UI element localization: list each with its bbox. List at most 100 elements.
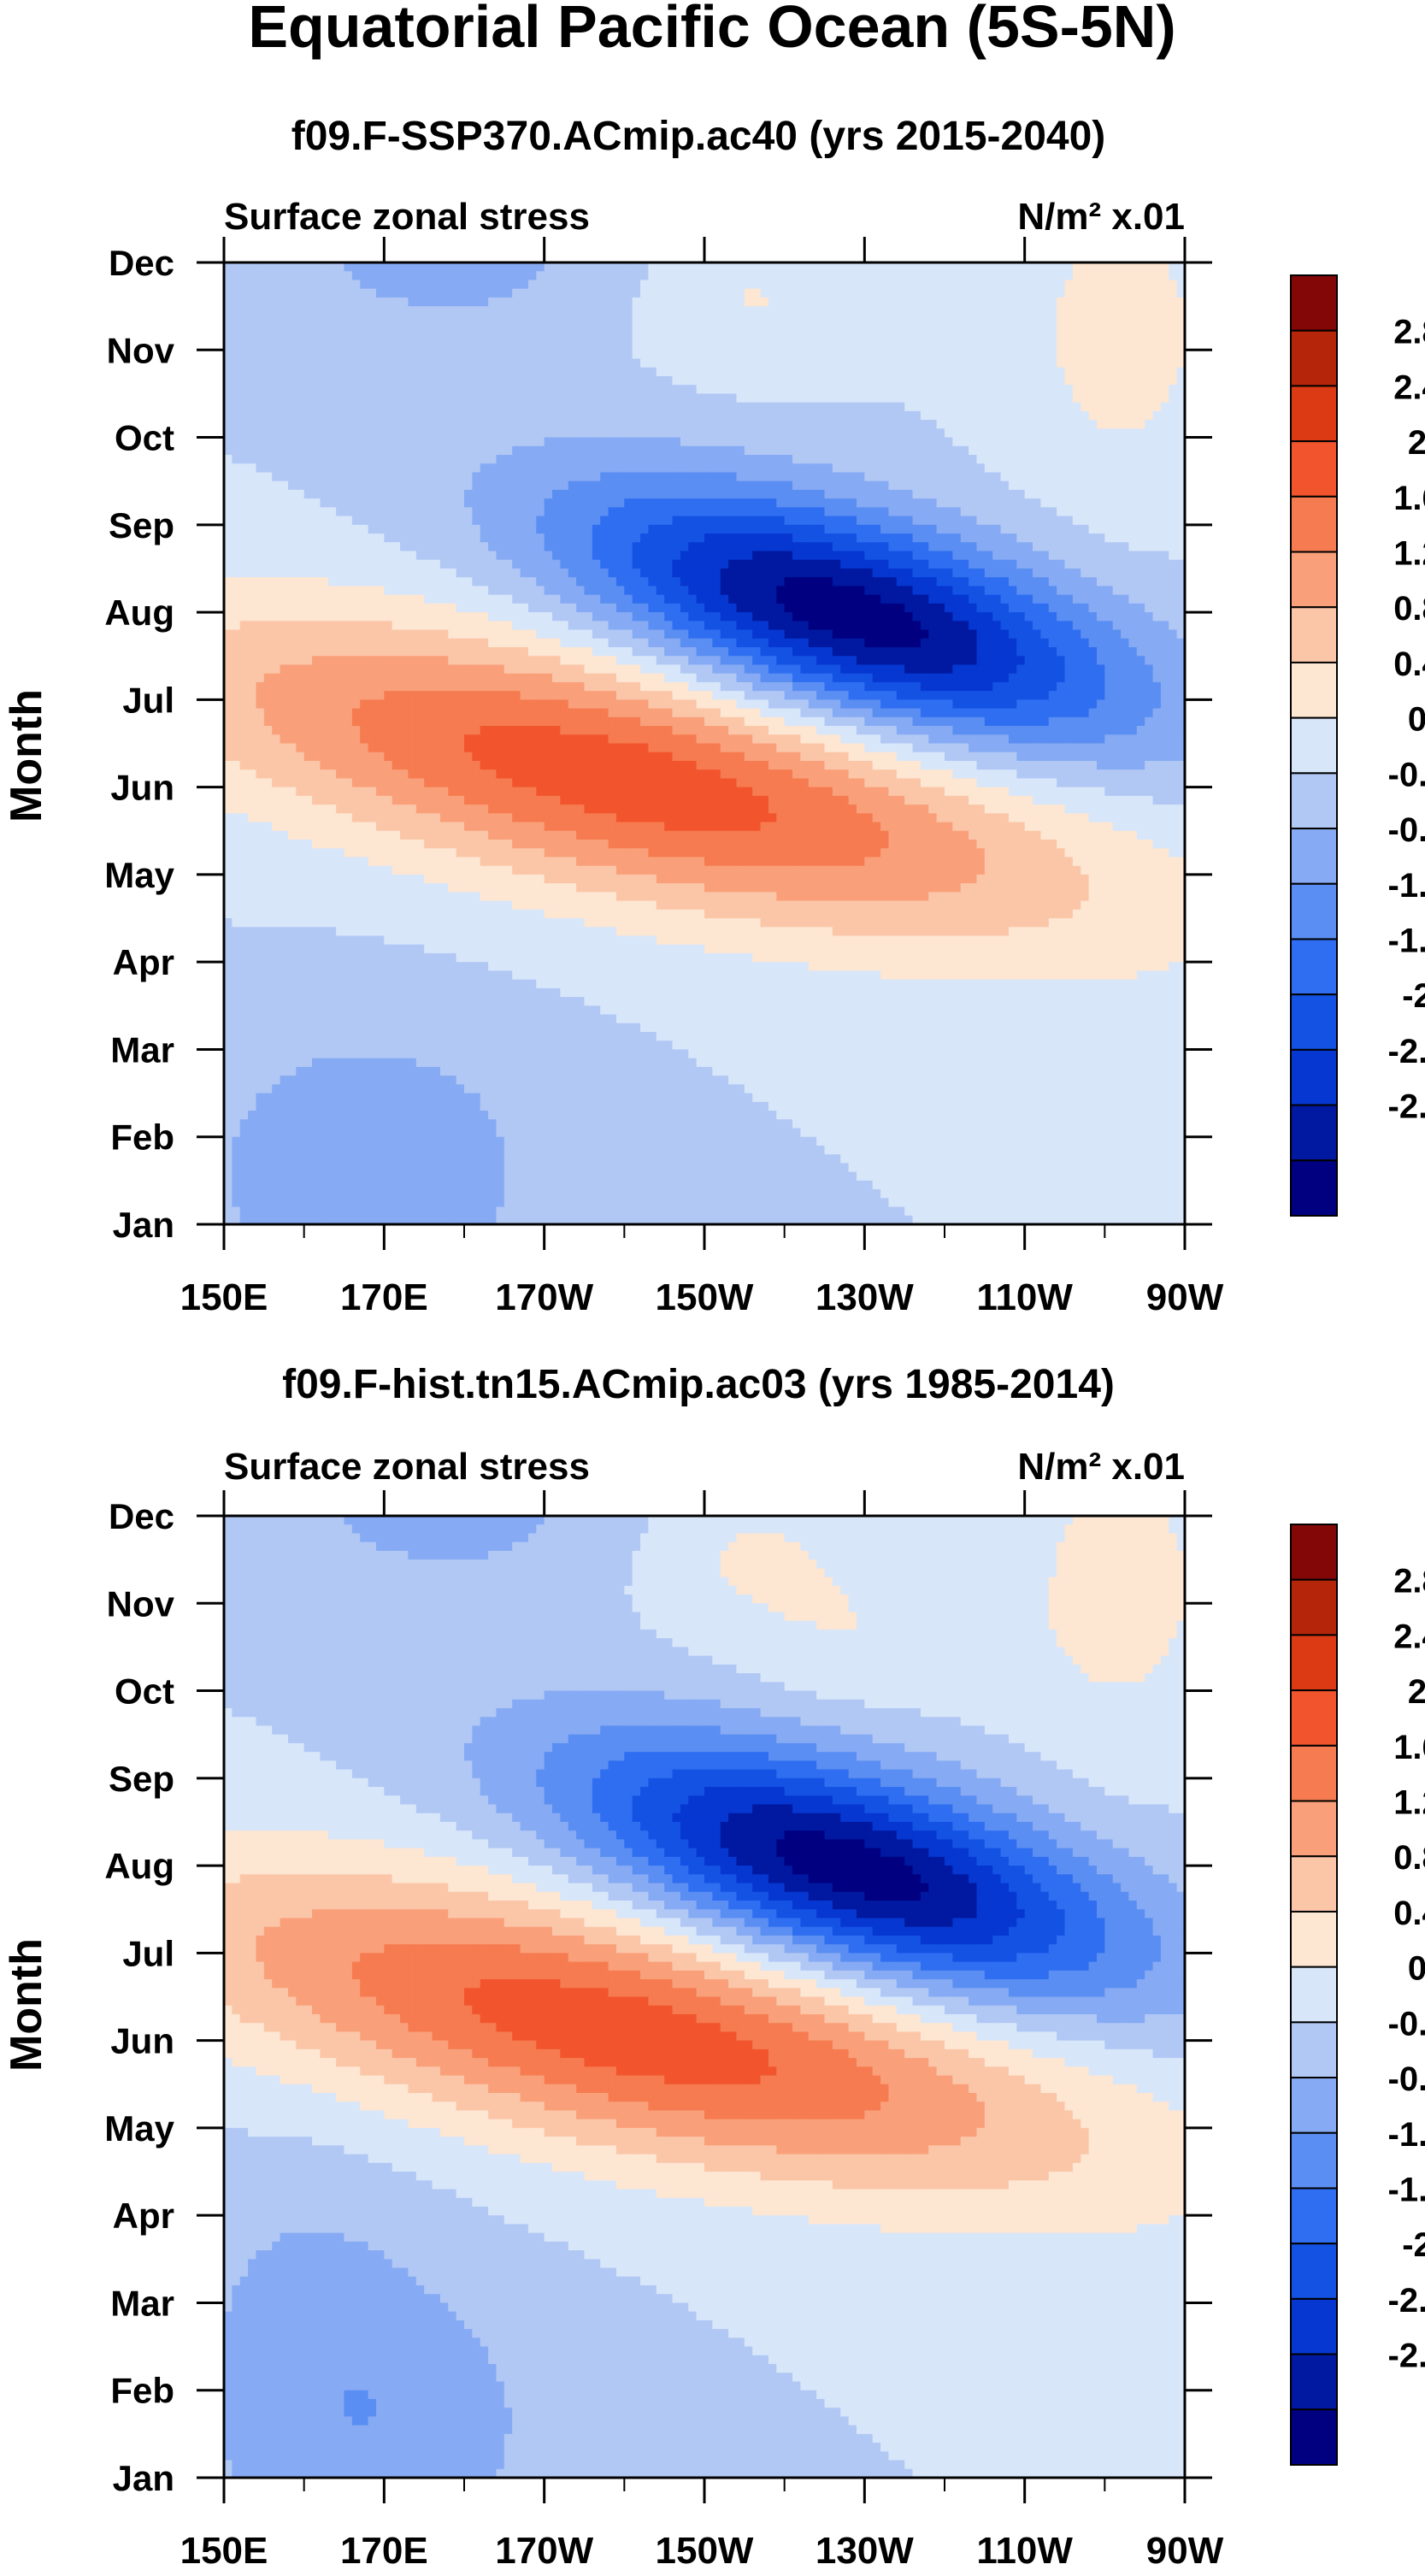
field-cell [320,674,328,683]
field-cell [264,533,273,543]
field-cell [248,1207,256,1217]
field-cell [248,892,256,901]
field-cell [312,796,321,805]
field-cell [232,647,240,657]
field-cell [296,1198,304,1207]
field-cell [304,945,313,954]
field-cell [248,980,256,989]
field-cell [264,848,273,858]
field-cell [264,455,273,464]
field-cell [304,1111,313,1120]
field-cell [312,472,321,481]
field-cell [264,639,273,648]
field-cell [232,769,240,779]
field-cell [272,280,280,289]
field-cell [304,831,313,840]
field-cell [304,813,313,822]
field-cell [248,647,256,657]
field-cell [256,883,264,893]
field-cell [288,1102,297,1111]
field-cell [288,726,297,735]
field-cell [280,1111,289,1120]
field-cell [280,569,289,578]
field-cell [248,1067,256,1076]
field-cell [248,813,256,822]
field-cell [280,962,289,971]
field-cell [240,560,249,569]
field-cell [288,516,297,526]
field-cell [288,289,297,298]
field-cell [272,333,280,342]
field-cell [320,516,328,526]
field-cell [304,769,313,779]
field-cell [320,761,328,770]
field-cell [304,1181,313,1190]
field-cell [320,647,328,657]
field-cell [248,411,256,421]
field-cell [232,463,240,473]
field-cell [288,298,297,307]
field-cell [240,1172,249,1182]
field-cell [304,691,313,700]
field-cell [240,612,249,622]
field-cell [288,1111,297,1120]
field-cell [304,1146,313,1155]
field-cell [256,298,264,307]
field-cell [240,604,249,613]
field-cell [264,744,273,753]
field-cell [248,542,256,551]
field-cell [280,840,289,849]
field-cell [272,1040,280,1050]
field-cell [232,350,240,359]
field-cell [272,306,280,315]
field-cell [240,769,249,779]
field-cell [304,656,313,665]
field-cell [232,438,240,447]
field-cell [304,822,313,832]
field-cell [248,298,256,307]
field-cell [312,647,321,657]
field-cell [240,1137,249,1147]
field-cell [320,280,328,289]
field-cell [280,752,289,762]
field-cell [232,403,240,412]
field-cell [248,472,256,481]
field-cell [256,1207,264,1217]
field-cell [272,752,280,762]
field-cell [272,1154,280,1164]
field-cell [304,1129,313,1138]
field-cell [240,472,249,481]
field-cell [296,910,304,919]
field-cell [288,350,297,359]
field-cell [312,717,321,727]
field-cell [304,752,313,762]
field-cell [232,595,240,604]
field-cell [264,289,273,298]
field-cell [280,980,289,989]
field-cell [288,577,297,587]
field-cell [232,1093,240,1103]
field-cell [280,428,289,438]
field-cell [280,1049,289,1058]
field-cell [312,1058,321,1068]
field-cell [296,1146,304,1155]
field-cell [288,612,297,622]
field-cell [272,962,280,971]
field-cell [296,630,304,640]
field-cell [240,586,249,595]
field-cell [296,542,304,551]
field-cell [312,262,321,272]
field-cell [312,674,321,683]
field-cell [264,604,273,613]
field-cell [248,595,256,604]
field-cell [296,647,304,657]
field-cell [320,403,328,412]
field-cell [280,901,289,911]
field-cell [272,927,280,936]
field-cell [248,664,256,674]
field-cell [256,805,264,814]
field-cell [232,1058,240,1068]
field-cell [304,699,313,709]
field-cell [248,953,256,963]
field-cell [304,560,313,569]
